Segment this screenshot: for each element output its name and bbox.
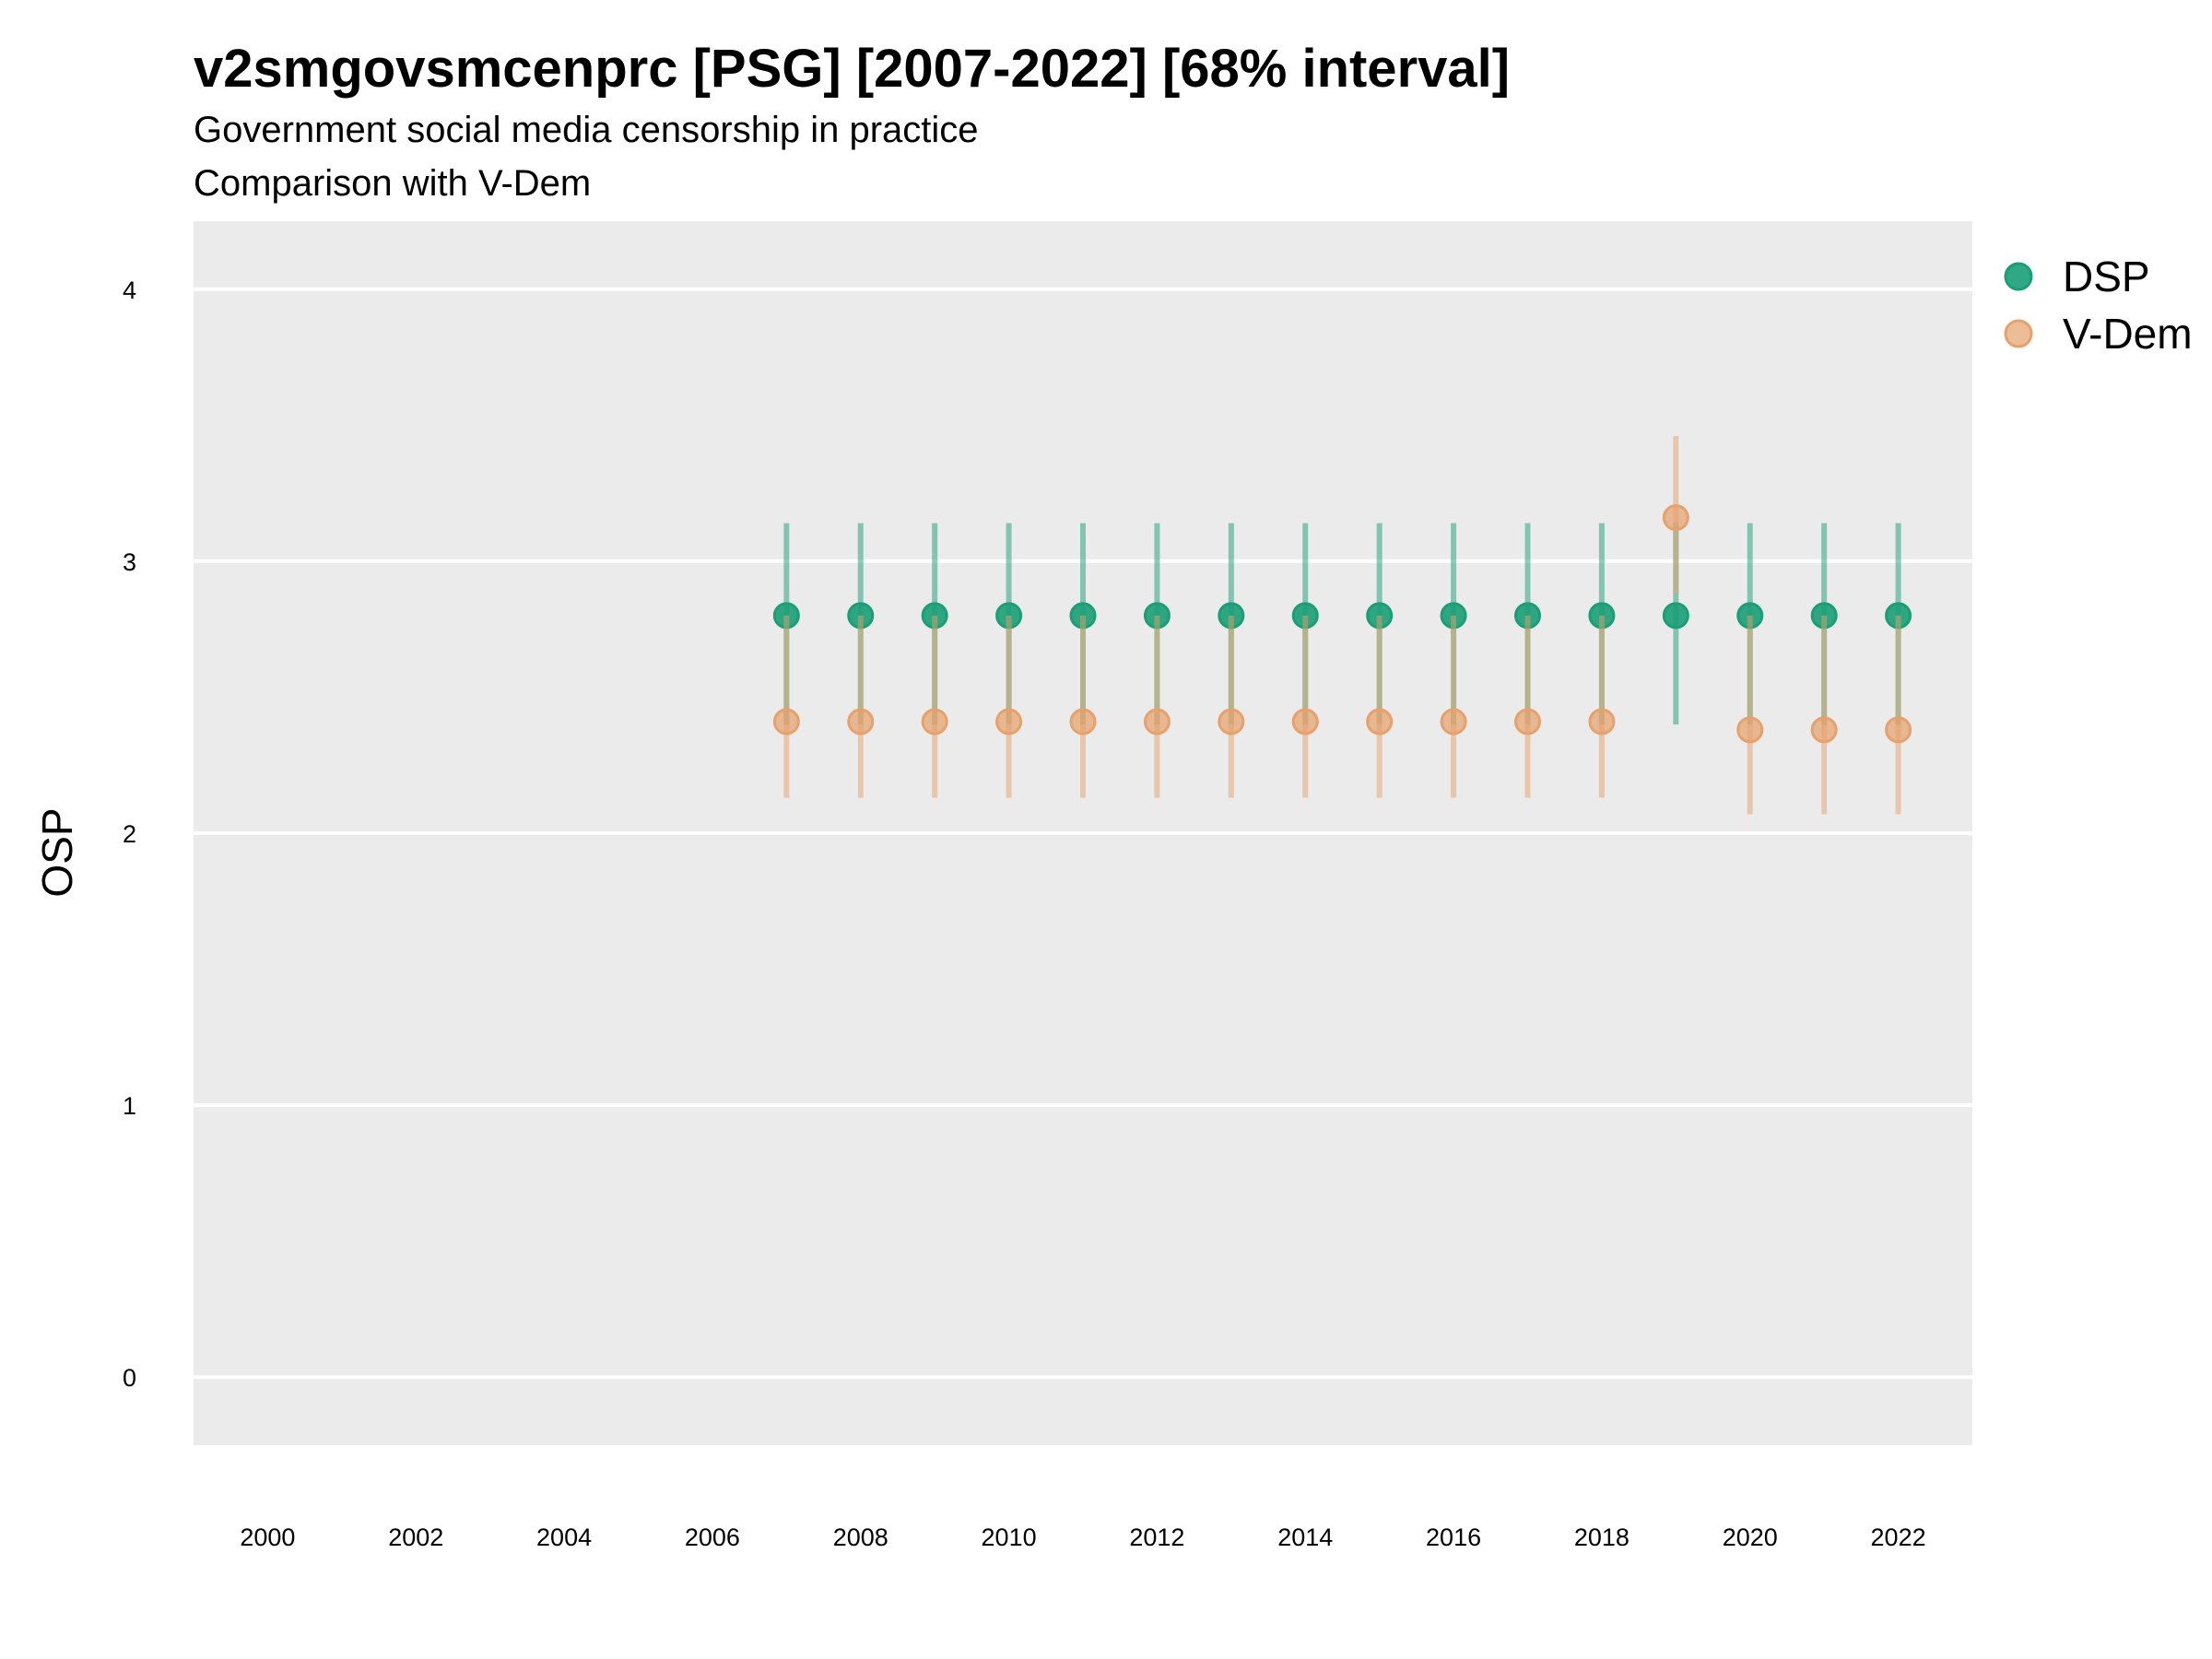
y-tick-label: 2 — [123, 820, 136, 848]
x-tick-label: 2002 — [388, 1524, 443, 1551]
legend-key — [2004, 262, 2033, 291]
x-tick-label: 2018 — [1574, 1524, 1630, 1551]
y-tick-label: 4 — [123, 276, 136, 304]
chart-subtitle-2: Comparison with V-Dem — [194, 163, 591, 204]
chart-title: v2smgovsmcenprc [PSG] [2007-2022] [68% i… — [194, 39, 1510, 99]
data-point — [1218, 708, 1245, 735]
x-tick-label: 2000 — [240, 1524, 295, 1551]
data-point — [1440, 708, 1467, 735]
x-tick-label: 2008 — [833, 1524, 888, 1551]
x-tick-label: 2022 — [1871, 1524, 1926, 1551]
data-point — [1885, 716, 1912, 744]
x-tick-label: 2012 — [1129, 1524, 1184, 1551]
data-point — [921, 708, 948, 735]
x-axis-ticks: 2000 2002 2004 2006 2008 2010 2012 2014 2016 2018… — [240, 1524, 1925, 1551]
legend-label: DSP — [2063, 253, 2150, 300]
data-point — [847, 708, 875, 735]
data-point — [1810, 716, 1838, 744]
legend-key — [2004, 319, 2033, 348]
data-point — [1069, 708, 1097, 735]
chart-marks — [772, 436, 1912, 815]
series-v-dem — [772, 436, 1912, 815]
data-point — [1662, 602, 1689, 629]
x-tick-label: 2014 — [1277, 1524, 1333, 1551]
data-point — [1588, 708, 1616, 735]
legend-label: V-Dem — [2063, 310, 2193, 358]
y-axis-label: OSP — [33, 807, 81, 897]
data-point — [1291, 708, 1319, 735]
y-axis-ticks: 0 1 2 3 4 — [123, 276, 136, 1392]
data-point — [995, 708, 1023, 735]
y-tick-label: 1 — [123, 1092, 136, 1120]
data-point — [1514, 708, 1541, 735]
data-point — [772, 708, 800, 735]
data-point — [1143, 708, 1171, 735]
chart-subtitle: Government social media censorship in pr… — [194, 110, 979, 150]
data-point — [1366, 708, 1394, 735]
data-point — [1662, 504, 1689, 532]
y-tick-label: 3 — [123, 548, 136, 576]
legend: DSP V-Dem — [2004, 253, 2193, 358]
y-tick-label: 0 — [123, 1364, 136, 1392]
x-tick-label: 2004 — [536, 1524, 592, 1551]
x-tick-label: 2020 — [1723, 1524, 1778, 1551]
x-tick-label: 2010 — [982, 1524, 1037, 1551]
data-point — [1736, 716, 1764, 744]
x-tick-label: 2016 — [1426, 1524, 1481, 1551]
x-tick-label: 2006 — [685, 1524, 740, 1551]
